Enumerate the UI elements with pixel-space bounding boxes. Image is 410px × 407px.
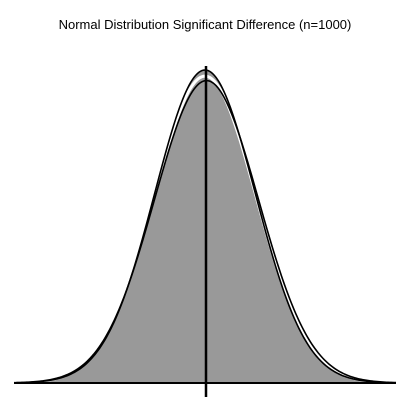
chart-title: Normal Distribution Significant Differen…	[58, 17, 352, 32]
